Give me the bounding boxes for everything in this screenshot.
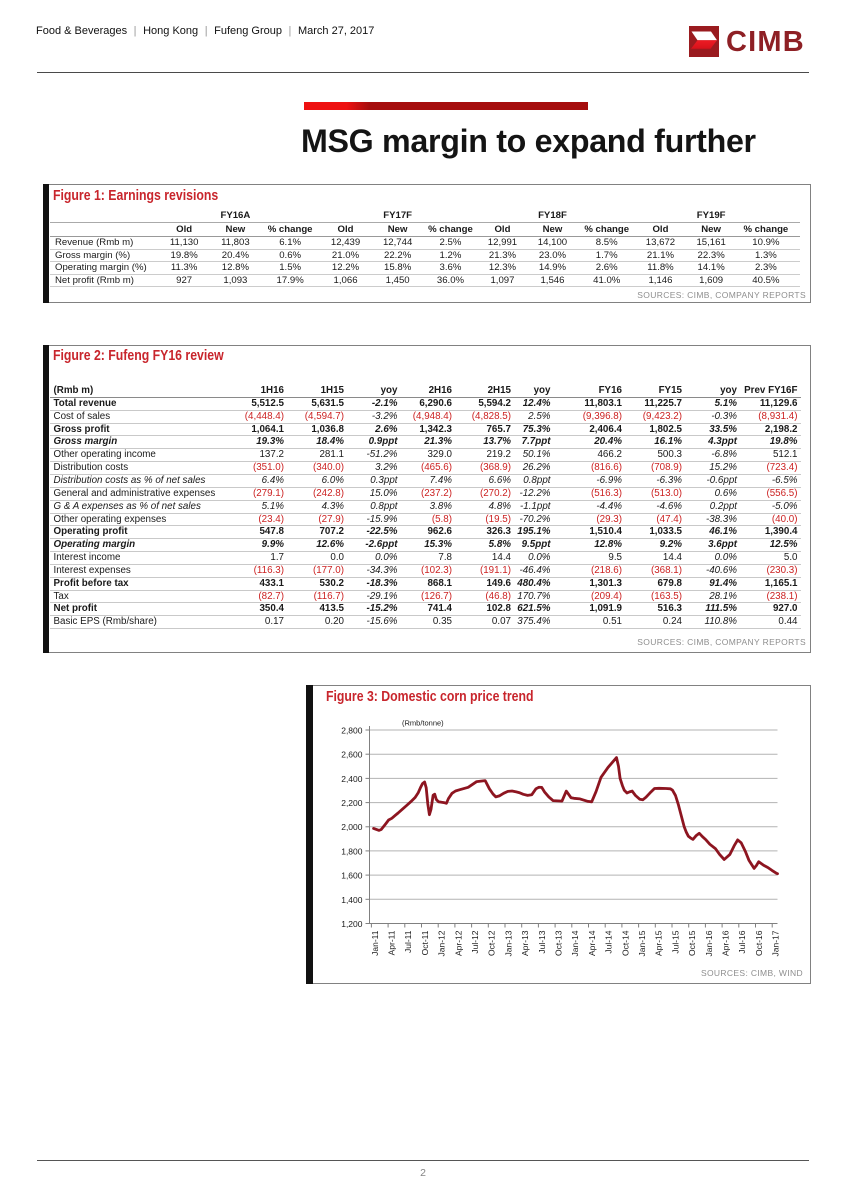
svg-text:1,600: 1,600 xyxy=(341,871,363,881)
svg-text:Oct-13: Oct-13 xyxy=(554,930,564,956)
svg-text:Oct-12: Oct-12 xyxy=(487,930,497,956)
svg-text:Apr-15: Apr-15 xyxy=(654,930,664,956)
svg-text:Apr-11: Apr-11 xyxy=(387,930,397,955)
svg-text:Jan-12: Jan-12 xyxy=(437,930,447,956)
svg-text:Oct-15: Oct-15 xyxy=(687,930,697,956)
svg-text:2,800: 2,800 xyxy=(341,726,363,736)
svg-text:2,200: 2,200 xyxy=(341,798,363,808)
svg-text:1,200: 1,200 xyxy=(341,919,363,929)
svg-text:Apr-16: Apr-16 xyxy=(721,930,731,956)
svg-text:2,600: 2,600 xyxy=(341,750,363,760)
svg-text:Jan-11: Jan-11 xyxy=(370,930,380,956)
svg-text:Oct-14: Oct-14 xyxy=(620,930,630,956)
svg-text:2,400: 2,400 xyxy=(341,774,363,784)
svg-text:Jul-13: Jul-13 xyxy=(537,930,547,953)
svg-text:Jan-17: Jan-17 xyxy=(771,930,781,956)
svg-text:2,000: 2,000 xyxy=(341,822,363,832)
svg-text:Jul-14: Jul-14 xyxy=(604,930,614,953)
svg-text:Apr-14: Apr-14 xyxy=(587,930,597,956)
svg-text:Oct-16: Oct-16 xyxy=(754,930,764,956)
svg-text:Jan-13: Jan-13 xyxy=(503,930,513,956)
svg-text:Jan-16: Jan-16 xyxy=(704,930,714,956)
svg-text:Jul-11: Jul-11 xyxy=(403,930,413,953)
svg-text:Apr-13: Apr-13 xyxy=(520,930,530,956)
svg-text:(Rmb/tonne): (Rmb/tonne) xyxy=(402,719,444,728)
svg-text:1,800: 1,800 xyxy=(341,846,363,856)
svg-text:Jul-12: Jul-12 xyxy=(470,930,480,953)
svg-text:1,400: 1,400 xyxy=(341,895,363,905)
svg-text:Jan-15: Jan-15 xyxy=(637,930,647,956)
svg-text:Apr-12: Apr-12 xyxy=(453,930,463,956)
svg-text:Jul-15: Jul-15 xyxy=(670,930,680,953)
svg-text:Oct-11: Oct-11 xyxy=(420,930,430,955)
svg-text:Jul-16: Jul-16 xyxy=(737,930,747,953)
svg-text:Jan-14: Jan-14 xyxy=(570,930,580,956)
